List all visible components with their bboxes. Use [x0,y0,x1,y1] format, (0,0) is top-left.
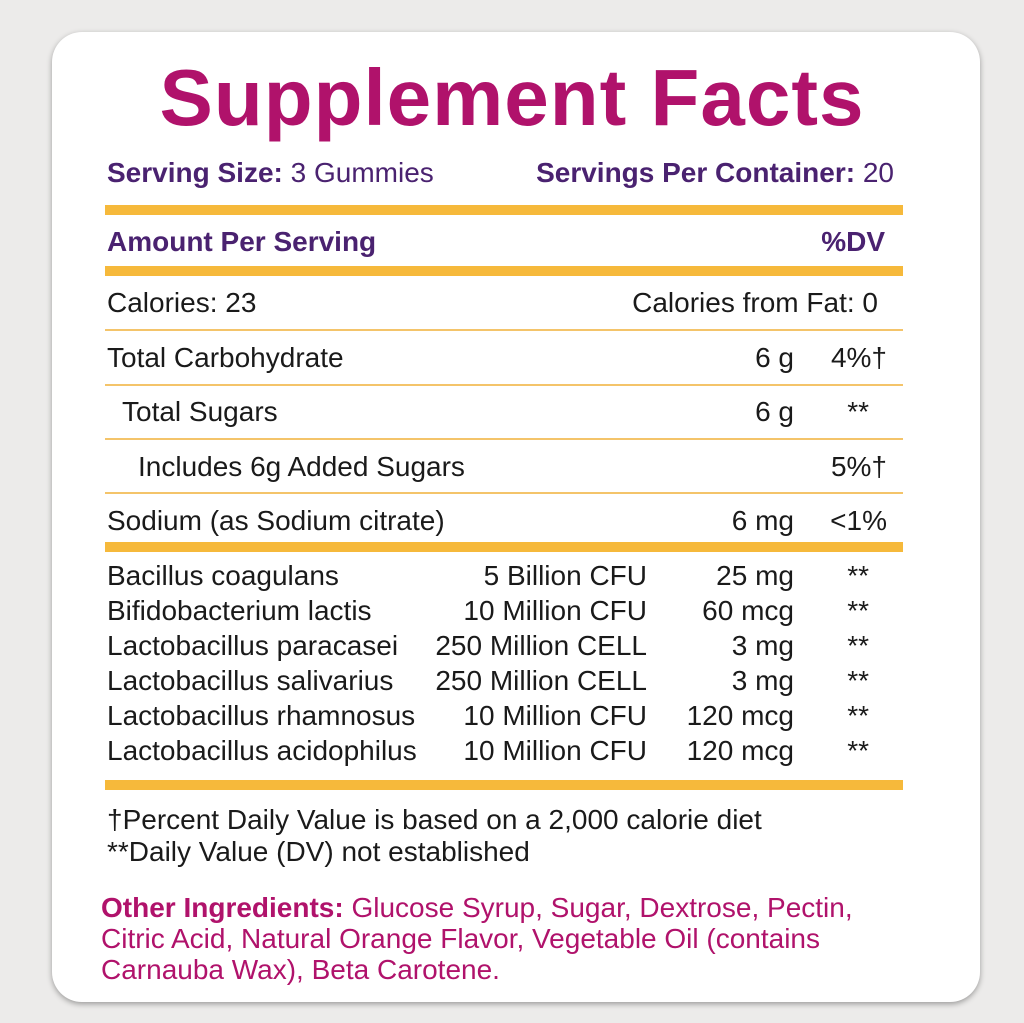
probiotic-count: 10 Million CFU [463,735,647,766]
probiotic-amount: 3 mg [731,630,794,661]
page-title: Supplement Facts [159,53,865,142]
probiotic-amount: 60 mcg [702,595,794,626]
probiotic-dv: ** [847,700,869,731]
probiotic-amount: 120 mcg [686,735,794,766]
probiotic-count: 10 Million CFU [463,700,647,731]
calories-from-fat: Calories from Fat: 0 [632,287,878,318]
servings-value: 20 [862,157,894,188]
probiotic-count: 250 Million CELL [435,630,647,661]
divider [105,492,903,494]
other-ingredients-label: Other Ingredients: [101,892,344,923]
nutrient-dv: ** [847,396,869,427]
servings-label: Servings Per Container: [536,157,856,188]
probiotic-name: Lactobacillus rhamnosus [107,700,416,731]
nutrient-dv: 5%† [830,451,887,482]
other-ingredients-line: Glucose Syrup, Sugar, Dextrose, Pectin, [343,892,853,923]
label-card [52,32,980,1002]
probiotic-dv: ** [847,735,869,766]
divider [105,384,903,386]
probiotic-dv: ** [847,595,869,626]
serving-size-value: 3 Gummies [290,157,434,188]
probiotic-name: Lactobacillus salivarius [107,665,394,696]
serving-size-label: Serving Size: [107,157,283,188]
probiotic-name: Lactobacillus acidophilus [107,735,417,766]
other-ingredients: Other Ingredients: Glucose Syrup, Sugar,… [101,892,853,924]
nutrient-amount: 6 g [755,396,794,427]
serving-size: Serving Size: 3 Gummies [107,157,434,189]
other-ingredients-line: Citric Acid, Natural Orange Flavor, Vege… [101,923,821,954]
servings-per-container: Servings Per Container: 20 [536,157,894,189]
rule [105,542,903,552]
nutrient-name: Total Carbohydrate [107,342,344,373]
probiotic-name: Lactobacillus paracasei [107,630,399,661]
rule [105,205,903,215]
probiotic-count: 250 Million CELL [435,665,647,696]
divider [105,438,903,440]
probiotic-name: Bifidobacterium lactis [107,595,372,626]
amount-per-serving: Amount Per Serving [107,226,377,257]
probiotic-name: Bacillus coagulans [107,560,339,591]
probiotic-dv: ** [847,630,869,661]
probiotic-count: 5 Billion CFU [483,560,647,591]
dv-header: %DV [821,226,885,257]
footnote: **Daily Value (DV) not established [107,836,530,867]
rule [105,266,903,276]
calories: Calories: 23 [107,287,257,318]
rule [105,780,903,790]
other-ingredients-line: Carnauba Wax), Beta Carotene. [101,954,500,985]
nutrient-name: Includes 6g Added Sugars [138,451,465,482]
nutrient-dv: 4%† [830,342,887,373]
probiotic-dv: ** [847,560,869,591]
nutrient-name: Sodium (as Sodium citrate) [107,505,445,536]
divider [105,329,903,331]
probiotic-amount: 3 mg [731,665,794,696]
nutrient-dv: <1% [830,505,887,536]
probiotic-dv: ** [847,665,869,696]
probiotic-amount: 120 mcg [686,700,794,731]
nutrient-amount: 6 mg [731,505,794,536]
footnote: †Percent Daily Value is based on a 2,000… [107,804,762,835]
probiotic-count: 10 Million CFU [463,595,647,626]
probiotic-amount: 25 mg [716,560,794,591]
nutrient-amount: 6 g [755,342,794,373]
nutrient-name: Total Sugars [122,396,278,427]
